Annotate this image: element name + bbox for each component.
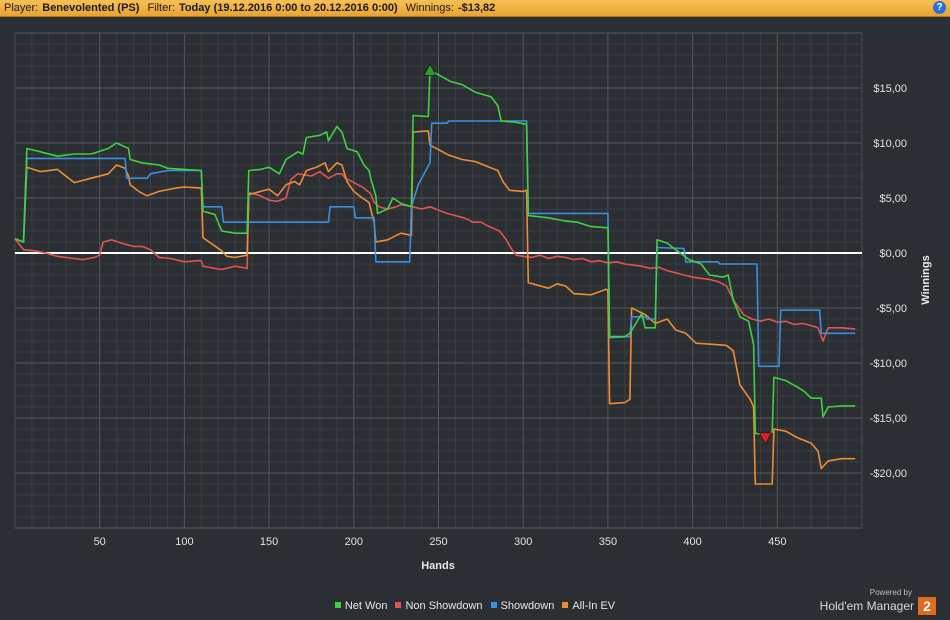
- winnings-value: -$13,82: [457, 2, 496, 14]
- filter-label: Filter:: [147, 2, 175, 14]
- y-tick-label: $5,00: [879, 193, 907, 205]
- winnings-label: Winnings:: [405, 2, 454, 14]
- y-tick-label: $10,00: [873, 138, 907, 150]
- series-line-non-showdown: [14, 170, 856, 342]
- legend-item[interactable]: Non Showdown: [395, 600, 483, 612]
- x-tick-label: 200: [345, 536, 363, 548]
- x-tick-label: 150: [260, 536, 278, 548]
- x-tick-label: 50: [94, 536, 106, 548]
- powered-by-label: Powered by: [869, 588, 912, 597]
- grid: [14, 32, 863, 529]
- player-label: Player:: [4, 2, 39, 14]
- legend-item[interactable]: All-In EV: [562, 600, 615, 612]
- legend-label: All-In EV: [572, 600, 616, 612]
- legend-swatch-icon: [395, 602, 402, 609]
- max-marker-icon: [423, 63, 437, 76]
- markers: [423, 63, 772, 445]
- x-tick-label: 300: [514, 536, 532, 548]
- series-line-all-in-ev: [14, 130, 856, 485]
- brand: Powered by Hold'em Manager 2: [820, 588, 936, 615]
- y-tick-label: -$20,00: [870, 468, 907, 480]
- x-tick-label: 350: [599, 536, 617, 548]
- legend-item[interactable]: Showdown: [490, 600, 555, 612]
- legend-swatch-icon: [334, 602, 341, 609]
- x-tick-label: 100: [175, 536, 193, 548]
- legend-swatch-icon: [490, 602, 497, 609]
- y-tick-label: -$5,00: [876, 303, 907, 315]
- hm2-logo-icon: 2: [918, 597, 936, 615]
- y-tick-label: $0,00: [879, 248, 907, 260]
- x-tick-label: 450: [768, 536, 786, 548]
- series-lines: [14, 69, 856, 485]
- y-tick-label: $15,00: [873, 83, 907, 95]
- legend-swatch-icon: [562, 602, 569, 609]
- info-bar: Player: Benevolented (PS) Filter: Today (19…: [0, 0, 950, 17]
- x-tick-label: 250: [429, 536, 447, 548]
- filter-value: Today (19.12.2016 0:00 to 20.12.2016 0:0…: [178, 2, 398, 14]
- player-value: Benevolented (PS): [42, 2, 140, 14]
- legend-item[interactable]: Net Won: [334, 600, 388, 612]
- brand-name: Hold'em Manager: [819, 599, 914, 613]
- legend: Net Won Non Showdown Showdown All-In EV: [0, 600, 950, 612]
- y-axis-ticks: $15,00 $10,00 $5,00 $0,00 -$5,00 -$10,00 -$15,…: [870, 83, 907, 480]
- x-tick-label: 400: [683, 536, 701, 548]
- legend-label: Showdown: [500, 600, 555, 612]
- x-axis-ticks: 50 100 150 200 250 300 350 400 450: [94, 536, 787, 548]
- help-icon[interactable]: ?: [933, 1, 946, 14]
- y-tick-label: -$15,00: [870, 413, 907, 425]
- legend-label: Net Won: [344, 600, 388, 612]
- y-tick-label: -$10,00: [870, 358, 907, 370]
- x-axis-label: Hands: [421, 560, 455, 572]
- legend-label: Non Showdown: [405, 600, 483, 612]
- min-marker-icon: [758, 432, 772, 445]
- y-axis-label: Winnings: [920, 255, 932, 304]
